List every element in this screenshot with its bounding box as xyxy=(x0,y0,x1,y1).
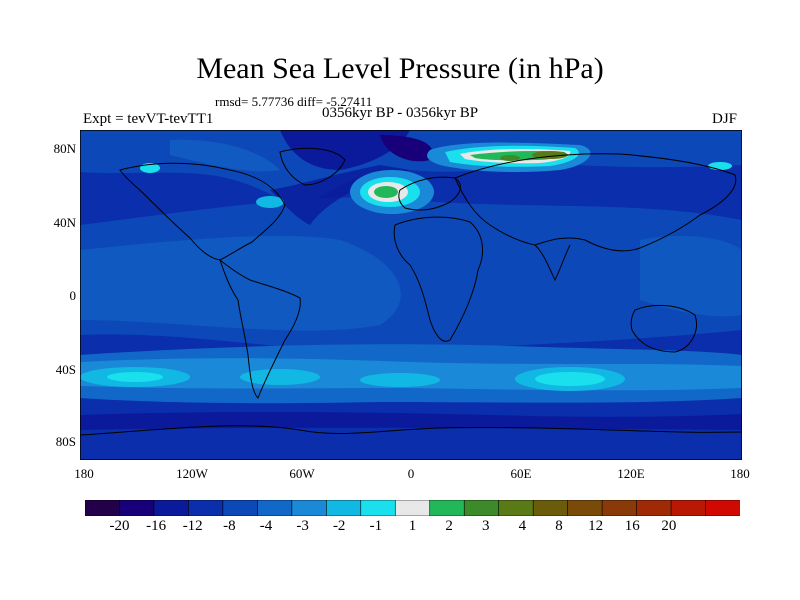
colorbar-swatch xyxy=(222,500,258,516)
y-tick-label: 80N xyxy=(53,141,76,156)
colorbar-label: -20 xyxy=(109,518,130,534)
colorbar-swatch xyxy=(601,500,638,516)
x-tick-label: 180 xyxy=(730,466,750,481)
x-tick-label: 120W xyxy=(176,466,208,481)
colorbar-swatch xyxy=(153,500,190,516)
experiment-label: Expt = tevVT-tevTT1 xyxy=(83,111,214,127)
colorbar-swatch xyxy=(85,500,121,516)
colorbar-swatch xyxy=(291,500,327,516)
colorbar-swatch xyxy=(188,500,224,516)
colorbar-label: -12 xyxy=(182,518,203,534)
y-tick-label: 0 xyxy=(69,288,77,303)
colorbar-label: -4 xyxy=(259,518,273,534)
colorbar-swatch xyxy=(394,500,431,516)
colorbar-swatch xyxy=(360,500,396,516)
chart-subtitle: 0356kyr BP - 0356kyr BP xyxy=(321,105,479,121)
colorbar-label: 4 xyxy=(518,518,527,534)
stats-text: rmsd= 5.77736 diff= -5.27411 xyxy=(215,94,373,109)
colorbar-swatch xyxy=(498,500,534,516)
chart-title: Mean Sea Level Pressure (in hPa) xyxy=(196,52,604,85)
x-tick-label: 60E xyxy=(510,466,532,481)
colorbar-label: -16 xyxy=(146,518,167,534)
colorbar-swatch xyxy=(670,500,707,516)
colorbar-label: 20 xyxy=(661,518,677,534)
colorbar-label: -1 xyxy=(369,518,383,534)
colorbar-swatch xyxy=(326,500,362,516)
colorbar-label: 8 xyxy=(555,518,563,534)
y-tick-label: 40N xyxy=(53,215,76,230)
colorbar-swatch xyxy=(119,500,155,516)
y-tick-label: 40S xyxy=(55,362,76,377)
colorbar xyxy=(85,500,740,516)
colorbar-swatch xyxy=(705,500,740,516)
colorbar-swatch xyxy=(429,500,465,516)
colorbar-label: 3 xyxy=(482,518,490,534)
colorbar-swatch xyxy=(463,500,500,516)
colorbar-label: -2 xyxy=(332,518,346,534)
colorbar-label: 16 xyxy=(624,518,640,534)
season-label: DJF xyxy=(712,111,738,127)
colorbar-label: -8 xyxy=(223,518,236,534)
colorbar-swatch xyxy=(636,500,672,516)
colorbar-label: -3 xyxy=(296,518,309,534)
colorbar-label: 12 xyxy=(588,518,604,534)
colorbar-swatch xyxy=(567,500,603,516)
colorbar-label: 1 xyxy=(408,518,417,534)
x-tick-label: 60W xyxy=(289,466,315,481)
colorbar-swatch xyxy=(532,500,569,516)
colorbar-label: 2 xyxy=(445,518,453,534)
x-tick-label: 120E xyxy=(617,466,645,481)
x-tick-label: 180 xyxy=(74,466,94,481)
pressure-map xyxy=(80,130,742,460)
y-tick-label: 80S xyxy=(55,434,76,449)
x-tick-label: 0 xyxy=(407,466,415,481)
colorbar-swatch xyxy=(257,500,293,516)
